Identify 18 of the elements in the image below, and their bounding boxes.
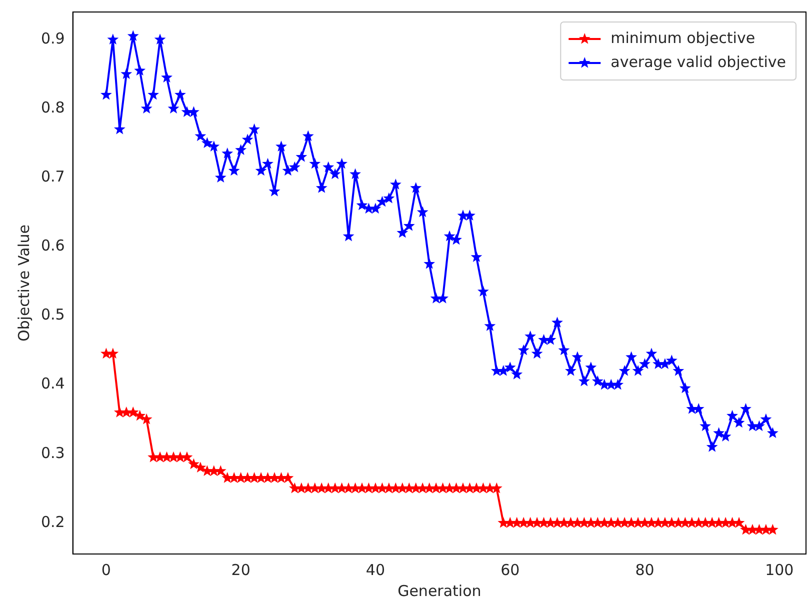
y-tick-label: 0.2 — [40, 512, 65, 531]
y-tick-label: 0.5 — [40, 306, 65, 324]
y-axis-title: Objective Value — [14, 224, 33, 342]
legend-label: minimum objective — [610, 28, 756, 47]
y-tick-label: 0.9 — [40, 30, 65, 48]
y-tick-label: 0.4 — [40, 374, 65, 393]
x-tick-label: 20 — [231, 560, 250, 579]
y-tick-label: 0.7 — [40, 168, 65, 186]
y-tick-label: 0.8 — [40, 98, 65, 117]
x-tick-label: 60 — [500, 560, 520, 579]
x-tick-label: 40 — [366, 560, 386, 579]
y-tick-label: 0.6 — [40, 236, 65, 255]
legend-label: average valid objective — [610, 52, 786, 71]
x-axis-title: Generation — [398, 582, 482, 600]
x-tick-label: 80 — [635, 560, 654, 579]
x-tick-label: 0 — [101, 560, 111, 579]
y-tick-label: 0.3 — [40, 444, 65, 462]
x-tick-label: 100 — [765, 560, 794, 579]
